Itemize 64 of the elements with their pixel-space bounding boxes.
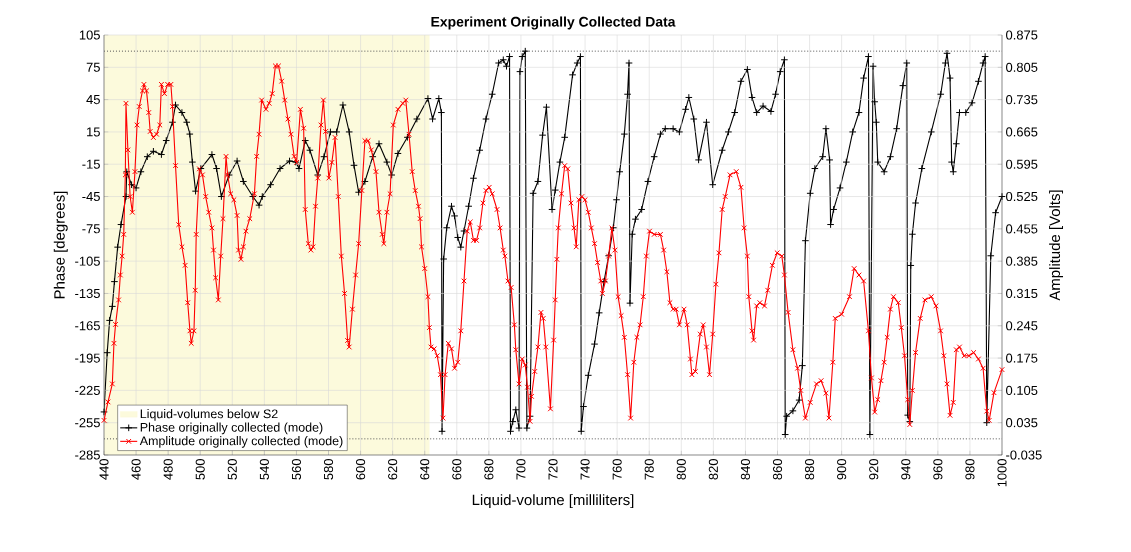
y2-tick-label: 0.175 [1006, 353, 1038, 363]
x-tick-label: 880 [804, 459, 815, 480]
chart-title: Experiment Originally Collected Data [431, 16, 676, 30]
y-tick-label: 45 [86, 95, 100, 105]
y2-tick-label: 0.595 [1006, 159, 1038, 169]
y2-tick-label: 0.525 [1006, 191, 1038, 202]
y2-tick-label: 0.385 [1006, 256, 1038, 266]
x-tick-label: 940 [901, 459, 911, 480]
x-tick-label: 680 [484, 459, 494, 480]
x-tick-label: 480 [163, 459, 173, 480]
legend-label: Phase originally collected (mode) [140, 422, 323, 435]
y-tick-label: 15 [87, 127, 100, 137]
y2-tick-label: 0.665 [1006, 127, 1038, 137]
x-tick-label: 660 [452, 459, 462, 480]
x-tick-label: 860 [772, 459, 783, 480]
y2-tick-label: 0.875 [1006, 30, 1038, 40]
y2-tick-label: 0.035 [1006, 418, 1038, 428]
band-label: Liquid-volumes below S2 [140, 409, 278, 421]
y-tick-label: -135 [75, 288, 100, 299]
x-tick-label: 760 [612, 459, 622, 480]
x-tick-label: 980 [965, 459, 975, 480]
y2-tick-label: 0.315 [1006, 288, 1038, 299]
x-tick-label: 600 [355, 459, 366, 480]
x-tick-label: 560 [291, 459, 302, 480]
y2-tick-label: 0.245 [1006, 321, 1038, 331]
x-tick-label: 540 [259, 459, 269, 480]
y2-tick-label: 0.105 [1006, 385, 1038, 395]
x-tick-label: 460 [131, 459, 141, 480]
x-tick-label: 580 [323, 459, 334, 480]
y-axis-title: Phase [degrees] [53, 191, 68, 299]
x-tick-label: 820 [708, 459, 718, 480]
y-tick-label: -45 [82, 192, 100, 202]
y-tick-label: -225 [75, 385, 100, 395]
x-tick-label: 740 [580, 459, 590, 480]
legend-label: Amplitude originally collected (mode) [139, 436, 343, 448]
x-tick-label: 960 [933, 459, 943, 480]
x-tick-label: 900 [837, 459, 847, 480]
y2-tick-label: 0.735 [1006, 95, 1038, 105]
y-tick-label: -285 [75, 450, 100, 460]
y2-tick-label: -0.035 [1006, 450, 1042, 460]
y-tick-label: -195 [75, 353, 100, 363]
y-tick-label: 105 [79, 30, 100, 40]
x-tick-label: 920 [869, 459, 879, 480]
x-tick-label: 640 [420, 459, 430, 480]
x-axis-title: Liquid-volume [milliliters] [472, 494, 634, 509]
x-tick-label: 440 [99, 459, 109, 480]
x-tick-label: 1000 [997, 459, 1007, 487]
y-tick-label: -75 [82, 224, 100, 234]
x-tick-label: 720 [548, 459, 558, 480]
y2-tick-label: 0.805 [1006, 62, 1038, 72]
y-tick-label: -165 [75, 321, 100, 331]
y-tick-label: 75 [86, 62, 100, 72]
x-tick-label: 800 [676, 459, 686, 480]
x-tick-label: 520 [227, 459, 237, 480]
x-tick-label: 700 [516, 459, 526, 480]
x-tick-label: 780 [644, 459, 654, 480]
x-tick-label: 840 [740, 459, 751, 480]
y-tick-label: -105 [75, 256, 100, 266]
y2-tick-label: 0.455 [1006, 224, 1038, 234]
x-tick-label: 500 [195, 459, 205, 480]
y-tick-label: -15 [82, 159, 100, 169]
x-tick-label: 620 [388, 459, 398, 480]
y2-axis-title: Amplitude [Volts] [1049, 190, 1064, 301]
y-tick-label: -255 [75, 418, 100, 428]
